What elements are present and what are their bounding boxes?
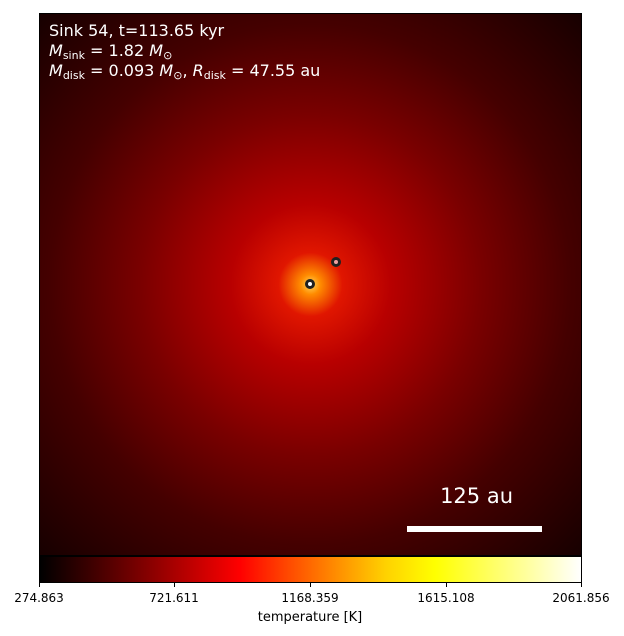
sink-time-label: Sink 54, t=113.65 kyr	[49, 21, 225, 40]
sink-mass-unit-symbol: M	[149, 41, 164, 60]
colorbar-label: temperature [K]	[257, 610, 363, 625]
sink-mass-value: = 1.82	[84, 41, 150, 60]
colorbar-tick	[446, 583, 447, 587]
colorbar-tick	[174, 583, 175, 587]
disk-mass-subscript: disk	[62, 69, 85, 82]
disk-separator: ,	[182, 61, 193, 80]
sink-mass-symbol: M	[49, 41, 63, 60]
disk-mass-value: = 0.093	[84, 61, 160, 80]
disk-mass-unit-subscript: ⊙	[173, 69, 183, 82]
disk-radius-subscript: disk	[203, 69, 226, 82]
colorbar-tick-label: 1615.108	[417, 591, 475, 605]
sink-mass-subscript: sink	[62, 49, 85, 62]
disk-properties-label: Mdisk = 0.093 M⊙, Rdisk = 47.55 au	[49, 62, 320, 85]
colorbar-tick	[310, 583, 311, 587]
temperature-map: Sink 54, t=113.65 kyr Msink = 1.82 M⊙ Md…	[39, 13, 582, 556]
colorbar-tick-label: 721.611	[149, 591, 199, 605]
disk-radius-symbol: R	[192, 61, 204, 80]
primary-sink-marker	[305, 279, 315, 289]
temperature-colorbar	[39, 556, 582, 583]
colorbar-tick-label: 2061.856	[552, 591, 610, 605]
colorbar-tick	[581, 583, 582, 587]
disk-mass-symbol: M	[49, 61, 63, 80]
scale-bar-label: 125 au	[440, 484, 513, 508]
disk-radius-value: = 47.55 au	[225, 61, 321, 80]
colorbar-tick-label: 1168.359	[281, 591, 339, 605]
colorbar-tick-label: 274.863	[14, 591, 64, 605]
scale-bar	[407, 526, 542, 532]
disk-mass-unit-symbol: M	[159, 61, 174, 80]
sink-mass-label: Msink = 1.82 M⊙	[49, 42, 172, 65]
secondary-sink-marker	[331, 257, 341, 267]
sink-mass-unit-subscript: ⊙	[163, 49, 173, 62]
colorbar-tick	[39, 583, 40, 587]
